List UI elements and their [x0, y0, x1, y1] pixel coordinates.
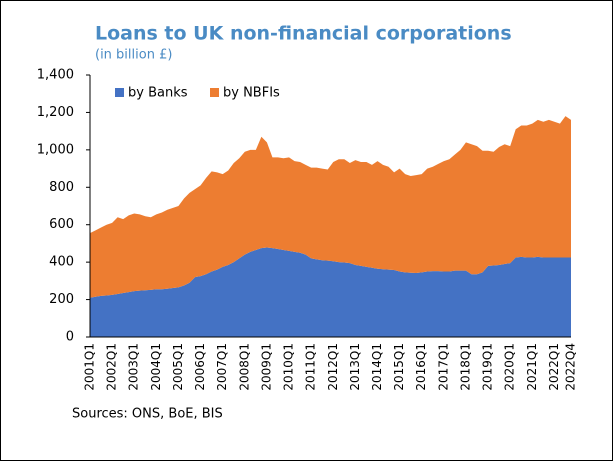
- x-tick-label: 2013Q1: [348, 343, 362, 391]
- y-tick-label: 1,000: [37, 142, 74, 157]
- source: Sources: ONS, BoE, BIS: [72, 407, 223, 422]
- y-tick-label: 600: [49, 217, 74, 232]
- y-tick-label: 400: [49, 255, 74, 270]
- x-tick-label: 2019Q1: [481, 343, 495, 391]
- x-tick-label: 2007Q1: [215, 343, 229, 391]
- legend-swatch: [210, 88, 219, 97]
- x-tick-label: 2020Q1: [503, 343, 517, 391]
- x-tick-label: 2016Q1: [414, 343, 428, 391]
- chart-title: Loans to UK non-financial corporations: [95, 23, 512, 45]
- x-tick-label: 2014Q1: [370, 343, 384, 391]
- x-tick-label: 2002Q1: [105, 343, 119, 391]
- x-tick-label: 2009Q1: [259, 343, 273, 391]
- x-tick-label: 2008Q1: [237, 343, 251, 391]
- x-tick-label: 2001Q1: [83, 343, 97, 391]
- y-tick-label: 1,200: [37, 105, 74, 120]
- area: [90, 116, 571, 298]
- x-tick-label: 2017Q1: [436, 343, 450, 391]
- x-tick-label: 2003Q1: [127, 343, 141, 391]
- legend-label: by Banks: [128, 86, 188, 101]
- legend-label: by NBFIs: [223, 86, 280, 101]
- x-tick-label: 2018Q1: [458, 343, 472, 391]
- y-tick-label: 0: [66, 330, 74, 345]
- x-tick-label: 2015Q1: [392, 343, 406, 391]
- x-tick-label: 2012Q1: [326, 343, 340, 391]
- x-tick-label: 2006Q1: [193, 343, 207, 391]
- x-tick-label: 2021Q1: [525, 343, 539, 391]
- x-tick-label: 2005Q1: [171, 343, 185, 391]
- x-tick-label: 2011Q1: [304, 343, 318, 391]
- y-tick-label: 200: [49, 292, 74, 307]
- x-tick-label: 2004Q1: [149, 343, 163, 391]
- chart-subtitle: (in billion £): [95, 48, 172, 63]
- y-tick-label: 1,400: [37, 68, 74, 83]
- legend-swatch: [115, 88, 124, 97]
- x-tick-label: 2022Q4: [564, 343, 578, 391]
- x-tick-label: 2022Q1: [547, 343, 561, 391]
- y-tick-label: 800: [49, 180, 74, 195]
- x-tick-label: 2010Q1: [282, 343, 296, 391]
- area: [90, 247, 571, 337]
